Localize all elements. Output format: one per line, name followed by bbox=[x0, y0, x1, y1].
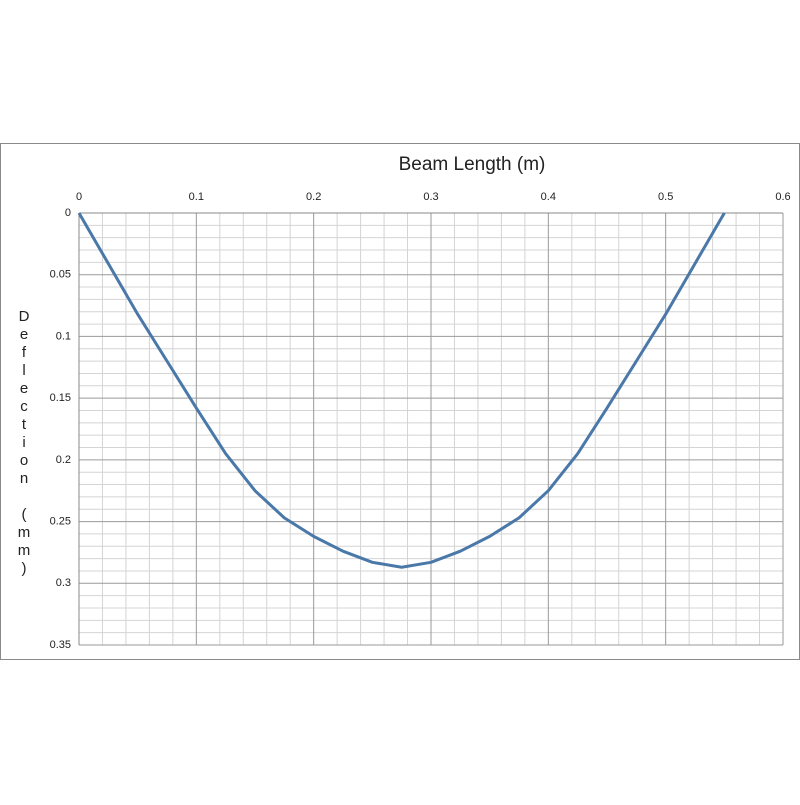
y-tick-label: 0.15 bbox=[50, 392, 71, 404]
y-tick-label: 0.25 bbox=[50, 515, 71, 527]
x-tick-label: 0.5 bbox=[658, 191, 673, 203]
x-tick-label: 0.3 bbox=[423, 191, 438, 203]
grid bbox=[78, 212, 784, 646]
y-tick-label: 0.2 bbox=[56, 454, 71, 466]
x-tick-label: 0.6 bbox=[775, 191, 790, 203]
y-axis-title: Deflection (mm) bbox=[16, 308, 33, 578]
y-tick-label: 0 bbox=[65, 207, 71, 219]
y-tick-label: 0.35 bbox=[50, 639, 71, 651]
x-tick-label: 0 bbox=[76, 191, 82, 203]
y-tick-label: 0.3 bbox=[56, 577, 71, 589]
x-tick-label: 0.4 bbox=[541, 191, 556, 203]
y-tick-label: 0.05 bbox=[50, 269, 71, 281]
x-tick-label: 0.2 bbox=[306, 191, 321, 203]
chart-frame bbox=[0, 143, 800, 660]
y-tick-label: 0.1 bbox=[56, 330, 71, 342]
data-line bbox=[77, 212, 726, 569]
x-tick-label: 0.1 bbox=[189, 191, 204, 203]
x-axis-title: Beam Length (m) bbox=[399, 154, 546, 175]
